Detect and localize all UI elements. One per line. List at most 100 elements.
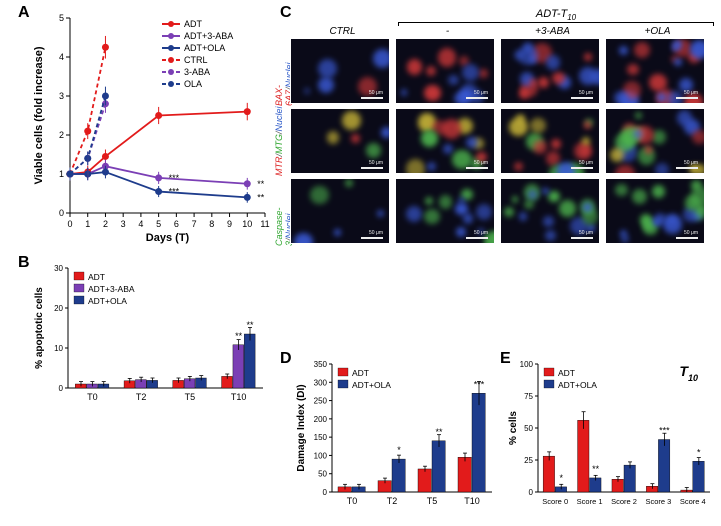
panel-c-header: ADT-T10 [398, 8, 714, 22]
svg-text:ADT+OLA: ADT+OLA [88, 296, 127, 306]
micrograph-cell: 50 μm [395, 108, 495, 174]
svg-text:Score 4: Score 4 [680, 497, 706, 506]
svg-text:2: 2 [103, 219, 108, 229]
svg-text:OLA: OLA [184, 79, 202, 89]
svg-text:Score 0: Score 0 [542, 497, 568, 506]
svg-text:T5: T5 [185, 392, 196, 402]
svg-text:Viable cells (fold increase): Viable cells (fold increase) [33, 46, 45, 184]
micro-col-header: CTRL [290, 26, 395, 37]
svg-text:T0: T0 [87, 392, 98, 402]
panel-label-b: B [18, 254, 30, 272]
panel-b-chart: 0102030% apoptotic cellsT0T2T5T10****ADT… [30, 260, 280, 420]
micrograph-cell: 50 μm [290, 38, 390, 104]
svg-text:4: 4 [138, 219, 143, 229]
panel-label-d: D [280, 350, 292, 368]
svg-text:250: 250 [314, 397, 328, 406]
svg-text:T5: T5 [427, 496, 438, 506]
svg-text:T2: T2 [387, 496, 398, 506]
panel-e-chart: 0255075100% cellsScore 0Score 1Score 2Sc… [504, 358, 719, 523]
svg-text:Score 1: Score 1 [577, 497, 603, 506]
micro-col-header: +OLA [605, 26, 710, 37]
svg-text:***: *** [659, 426, 670, 436]
svg-text:% cells: % cells [508, 411, 519, 445]
svg-text:ADT+3-ABA: ADT+3-ABA [184, 31, 233, 41]
svg-text:0: 0 [59, 208, 64, 218]
svg-text:**: ** [435, 427, 443, 437]
svg-text:100: 100 [314, 451, 328, 460]
svg-text:CTRL: CTRL [184, 55, 208, 65]
svg-text:7: 7 [192, 219, 197, 229]
panel-d-chart: 0 50 100 150 200 250 300 350 Damage Index (DI) T0… [292, 358, 502, 523]
svg-text:ADT: ADT [558, 368, 575, 378]
svg-text:200: 200 [314, 415, 328, 424]
svg-text:**: ** [257, 179, 265, 189]
micro-row-label: MTR/MTG/Nuclei [274, 114, 284, 176]
svg-text:*: * [397, 445, 401, 455]
svg-text:**: ** [246, 320, 254, 330]
micrograph-cell: 50 μm [500, 178, 600, 244]
svg-text:ADT+3-ABA: ADT+3-ABA [88, 284, 135, 294]
svg-text:Days (T): Days (T) [146, 232, 190, 244]
svg-text:*: * [697, 447, 701, 457]
svg-text:8: 8 [209, 219, 214, 229]
svg-text:T10: T10 [464, 496, 480, 506]
svg-text:**: ** [257, 192, 265, 202]
svg-text:2: 2 [59, 130, 64, 140]
micrograph-cell: 50 μm [395, 38, 495, 104]
panel-label-c: C [280, 4, 292, 22]
svg-text:0: 0 [67, 219, 72, 229]
svg-text:3: 3 [59, 91, 64, 101]
micrograph-cell: 50 μm [290, 178, 390, 244]
svg-text:1: 1 [85, 219, 90, 229]
svg-text:300: 300 [314, 378, 328, 387]
svg-text:ADT+OLA: ADT+OLA [558, 380, 597, 390]
svg-text:75: 75 [524, 392, 533, 401]
micrograph-cell: 50 μm [500, 108, 600, 174]
svg-text:50: 50 [318, 470, 327, 479]
svg-text:**: ** [592, 464, 600, 474]
svg-text:**: ** [235, 331, 243, 341]
svg-text:3: 3 [121, 219, 126, 229]
svg-text:***: *** [474, 379, 485, 389]
svg-text:Damage Index (DI): Damage Index (DI) [296, 384, 307, 471]
svg-text:ADT+OLA: ADT+OLA [352, 380, 391, 390]
svg-text:***: *** [169, 173, 180, 183]
svg-text:T10: T10 [679, 363, 698, 383]
svg-text:T2: T2 [136, 392, 147, 402]
svg-text:T10: T10 [231, 392, 247, 402]
svg-text:4: 4 [59, 52, 64, 62]
micro-col-header: - [395, 26, 500, 37]
micrograph-cell: 50 μm [605, 178, 705, 244]
panel-label-a: A [18, 4, 30, 22]
svg-text:5: 5 [59, 13, 64, 23]
micrograph-cell: 50 μm [290, 108, 390, 174]
svg-text:6: 6 [174, 219, 179, 229]
svg-text:0: 0 [59, 384, 64, 393]
svg-text:ADT: ADT [184, 19, 203, 29]
svg-text:Score 2: Score 2 [611, 497, 637, 506]
svg-text:1: 1 [59, 169, 64, 179]
svg-text:9: 9 [227, 219, 232, 229]
svg-text:350: 350 [314, 360, 328, 369]
svg-text:100: 100 [520, 360, 534, 369]
svg-text:ADT: ADT [88, 272, 105, 282]
svg-text:10: 10 [54, 344, 63, 353]
svg-text:25: 25 [524, 456, 533, 465]
svg-text:***: *** [169, 187, 180, 197]
micrograph-cell: 50 μm [605, 108, 705, 174]
svg-text:50: 50 [524, 424, 533, 433]
micrograph-cell: 50 μm [605, 38, 705, 104]
micrograph-cell: 50 μm [395, 178, 495, 244]
micro-col-header: +3-ABA [500, 26, 605, 37]
svg-text:10: 10 [242, 219, 252, 229]
svg-text:30: 30 [54, 264, 63, 273]
svg-text:150: 150 [314, 433, 328, 442]
svg-text:T0: T0 [347, 496, 358, 506]
svg-text:0: 0 [323, 488, 328, 497]
svg-text:*: * [559, 473, 563, 483]
svg-text:3-ABA: 3-ABA [184, 67, 210, 77]
svg-text:20: 20 [54, 304, 63, 313]
svg-text:ADT+OLA: ADT+OLA [184, 43, 225, 53]
micrograph-cell: 50 μm [500, 38, 600, 104]
svg-text:ADT: ADT [352, 368, 369, 378]
